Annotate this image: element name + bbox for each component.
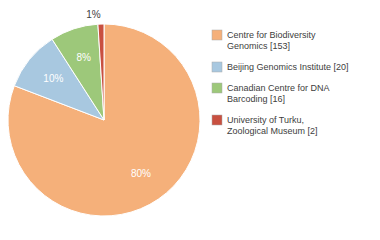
slice [8, 24, 200, 216]
legend-swatch [212, 115, 222, 125]
legend-label: Beijing Genomics Institute [20] [227, 62, 349, 72]
legend-label-line: Zoological Museum [2] [227, 126, 318, 136]
pie: 80% 10% 8% 1% [8, 9, 200, 216]
legend-label-line: Barcoding [16] [227, 94, 285, 104]
slice [52, 24, 104, 120]
legend-label: Centre for BiodiversityGenomics [153] [227, 30, 316, 51]
legend-item: Centre for BiodiversityGenomics [153] [212, 30, 316, 51]
legend-label-line: Genomics [153] [227, 41, 290, 51]
legend-item: University of Turku,Zoological Museum [2… [212, 115, 318, 136]
data-label: 10% [43, 73, 63, 84]
legend-label-line: University of Turku, [227, 115, 304, 125]
legend-label-line: Canadian Centre for DNA [227, 83, 330, 93]
data-label: 8% [76, 52, 91, 63]
legend-label: Canadian Centre for DNABarcoding [16] [227, 83, 330, 104]
legend-label-line: Beijing Genomics Institute [20] [227, 62, 349, 72]
legend-label: University of Turku,Zoological Museum [2… [227, 115, 318, 136]
legend-swatch [212, 83, 222, 93]
legend: Centre for BiodiversityGenomics [153] Bei… [212, 30, 349, 136]
data-label: 80% [131, 168, 151, 179]
legend-swatch [212, 62, 222, 72]
legend-item: Canadian Centre for DNABarcoding [16] [212, 83, 330, 104]
data-label: 1% [86, 9, 101, 20]
chart: 80% 10% 8% 1% Centre for BiodiversityGenomic… [0, 0, 380, 240]
legend-item: Beijing Genomics Institute [20] [212, 62, 349, 72]
legend-label-line: Centre for Biodiversity [227, 30, 316, 40]
slice [98, 24, 104, 120]
legend-swatch [212, 30, 222, 40]
